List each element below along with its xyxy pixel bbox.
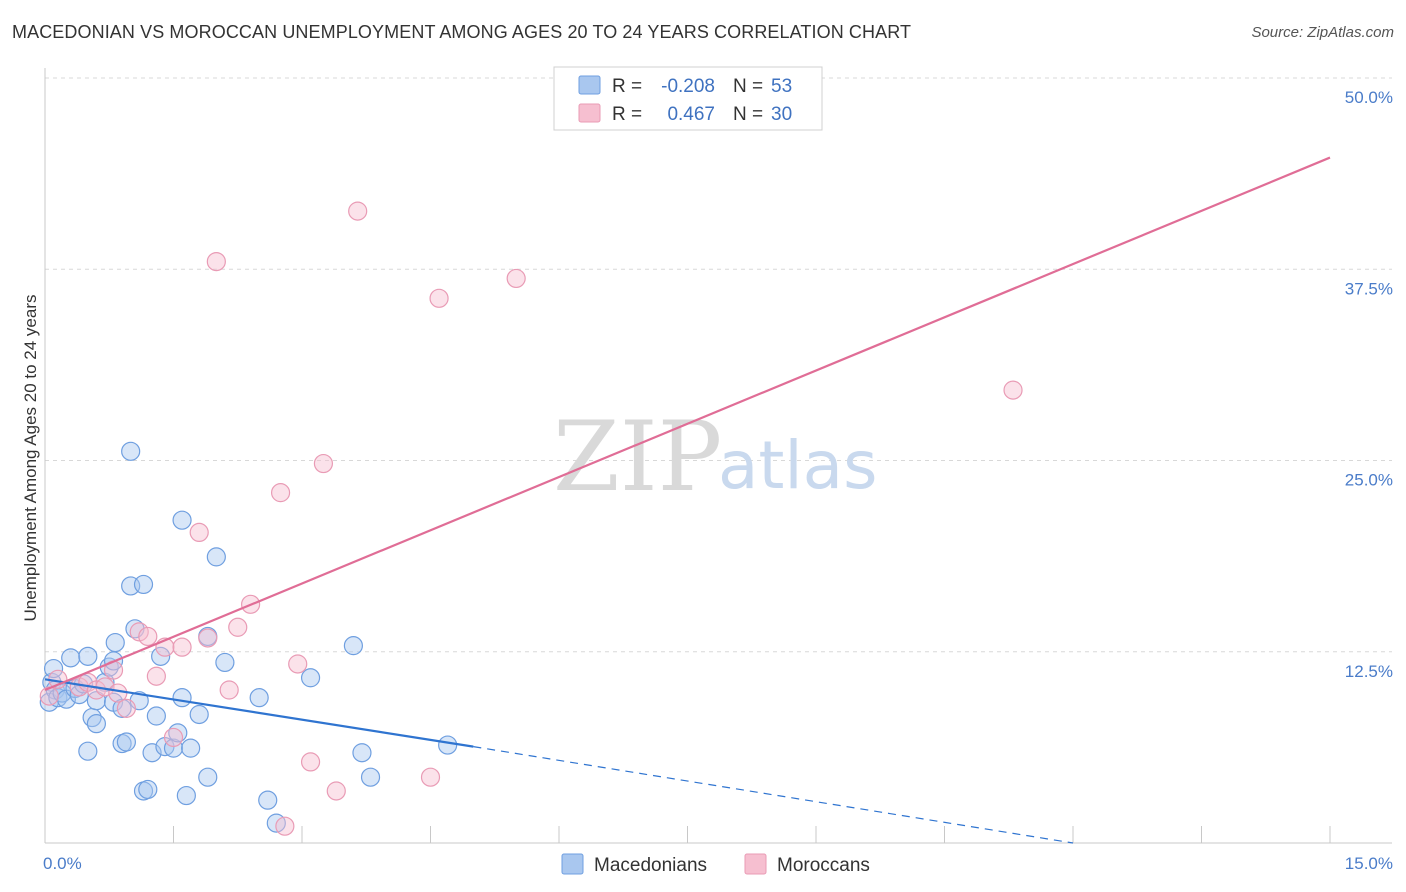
y-tick-label: 50.0% bbox=[1345, 88, 1393, 107]
bottom-legend-moroccans: Moroccans bbox=[777, 855, 870, 876]
bottom-legend-macedonians: Macedonians bbox=[594, 855, 707, 876]
legend-r-label-2: R = bbox=[612, 104, 642, 125]
axes bbox=[44, 68, 1392, 844]
watermark-atlas: atlas bbox=[718, 427, 878, 504]
watermark-zip: ZIP bbox=[553, 401, 722, 513]
macedonian-point bbox=[86, 691, 107, 711]
macedonian-point bbox=[258, 790, 278, 810]
macedonian-point bbox=[360, 767, 381, 787]
y-tick-label: 37.5% bbox=[1345, 279, 1393, 298]
macedonian-point bbox=[300, 668, 321, 688]
legend-swatch-moroccans bbox=[578, 103, 601, 123]
moroccan-point bbox=[129, 622, 149, 642]
moroccan-point bbox=[146, 666, 166, 686]
macedonian-point bbox=[163, 738, 184, 758]
moroccan-point bbox=[116, 698, 136, 718]
moroccan-point bbox=[288, 654, 308, 674]
legend: R = -0.208 N = 53 R = 0.467 N = 30 bbox=[553, 66, 823, 131]
macedonian-point bbox=[43, 658, 64, 679]
moroccan-point bbox=[138, 626, 158, 647]
macedonian-point bbox=[249, 688, 269, 708]
macedonian-point bbox=[78, 741, 98, 761]
macedonian-point bbox=[78, 646, 98, 666]
moroccan-point bbox=[219, 680, 239, 700]
macedonian-point bbox=[181, 738, 201, 758]
moroccan-point bbox=[270, 483, 291, 503]
moroccan-point bbox=[163, 727, 184, 748]
moroccan-point bbox=[506, 268, 526, 289]
macedonian-point bbox=[121, 441, 141, 461]
macedonian-point bbox=[116, 732, 136, 752]
macedonian-point bbox=[151, 646, 171, 666]
macedonian-point bbox=[138, 779, 158, 800]
macedonian-point bbox=[133, 574, 154, 595]
macedonian-point bbox=[146, 706, 166, 726]
moroccan-point bbox=[1003, 380, 1023, 400]
bottom-legend: Macedonians Moroccans bbox=[561, 853, 870, 876]
moroccan-point bbox=[326, 781, 346, 801]
macedonian-point bbox=[215, 652, 235, 673]
moroccan-point bbox=[39, 686, 59, 706]
moroccan-point bbox=[198, 628, 218, 648]
macedonian-point bbox=[352, 743, 372, 763]
y-tick-label: 25.0% bbox=[1345, 471, 1393, 490]
macedonian-trend-line bbox=[44, 678, 474, 748]
legend-r-value-1: -0.208 bbox=[661, 76, 715, 97]
x-tick-label-min: 0.0% bbox=[43, 854, 82, 873]
x-tick-label-max: 15.0% bbox=[1345, 854, 1393, 873]
legend-n-value-2: 30 bbox=[771, 104, 792, 125]
macedonian-point bbox=[343, 636, 363, 656]
moroccan-point bbox=[348, 201, 368, 221]
moroccan-point bbox=[300, 752, 321, 772]
macedonian-point bbox=[206, 547, 226, 567]
moroccan-point bbox=[189, 522, 209, 543]
y-tick-label: 12.5% bbox=[1345, 662, 1393, 681]
bottom-legend-swatch-moroccans bbox=[744, 853, 767, 875]
moroccan-point bbox=[172, 637, 192, 657]
moroccan-point bbox=[206, 252, 226, 272]
points bbox=[39, 201, 1023, 836]
macedonian-point bbox=[105, 632, 125, 653]
source-label: Source: ZipAtlas.com bbox=[1251, 24, 1394, 41]
macedonian-point bbox=[61, 648, 81, 668]
moroccan-point bbox=[228, 617, 248, 637]
chart-title: MACEDONIAN VS MOROCCAN UNEMPLOYMENT AMON… bbox=[12, 22, 912, 42]
macedonian-point bbox=[189, 704, 209, 725]
legend-r-value-2: 0.467 bbox=[667, 104, 715, 125]
tick-labels: 12.5% 25.0% 37.5% 50.0% 0.0% 15.0% bbox=[43, 88, 1393, 873]
y-axis-label: Unemployment Among Ages 20 to 24 years bbox=[21, 295, 40, 622]
macedonian-trend-extension bbox=[473, 746, 1074, 844]
legend-n-label-2: N = bbox=[733, 104, 763, 125]
moroccan-trend-line bbox=[44, 156, 1331, 692]
macedonian-point bbox=[172, 510, 192, 530]
macedonian-point bbox=[438, 735, 458, 755]
trend-lines bbox=[44, 156, 1331, 844]
moroccan-point bbox=[429, 288, 449, 308]
macedonian-point bbox=[176, 785, 196, 806]
macedonian-point bbox=[198, 767, 218, 787]
moroccan-point bbox=[275, 816, 295, 836]
legend-n-value-1: 53 bbox=[771, 76, 792, 97]
macedonian-point bbox=[112, 698, 132, 718]
legend-r-label-1: R = bbox=[612, 76, 642, 97]
grid bbox=[45, 77, 1392, 653]
watermark: ZIP atlas bbox=[553, 401, 878, 513]
macedonian-point bbox=[172, 688, 192, 708]
moroccan-point bbox=[313, 453, 334, 474]
legend-n-label-1: N = bbox=[733, 76, 763, 97]
macedonian-point bbox=[86, 714, 107, 734]
moroccan-point bbox=[420, 767, 441, 787]
legend-swatch-macedonians bbox=[578, 75, 601, 95]
bottom-legend-swatch-macedonians bbox=[561, 853, 584, 875]
